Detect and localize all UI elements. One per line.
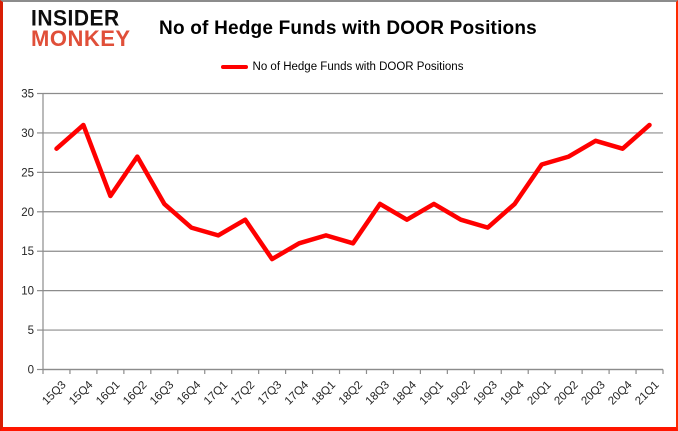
x-tick-label: 19Q4 <box>498 379 527 408</box>
legend-label: No of Hedge Funds with DOOR Positions <box>252 61 464 73</box>
logo-line-insider: INSIDER <box>31 6 120 31</box>
y-tick-label: 15 <box>21 246 34 258</box>
x-tick-label: 16Q1 <box>94 379 122 407</box>
legend: No of Hedge Funds with DOOR Positions <box>3 61 676 73</box>
x-tick-label: 18Q3 <box>364 379 392 407</box>
y-tick-label: 10 <box>21 286 34 298</box>
x-tick-label: 19Q1 <box>418 379 446 407</box>
y-tick-label: 20 <box>21 207 34 219</box>
x-tick-label: 20Q4 <box>606 379 635 408</box>
series-line <box>54 122 652 262</box>
x-tick-label: 21Q1 <box>633 379 661 407</box>
x-tick-label: 17Q3 <box>256 379 284 407</box>
logo-line-monkey: MONKEY <box>31 25 131 51</box>
x-tick-label: 20Q3 <box>579 379 607 407</box>
x-tick-label: 17Q1 <box>202 379 230 407</box>
line-chart-plot: 0510152025303515Q315Q416Q116Q216Q316Q417… <box>21 89 664 408</box>
insider-monkey-logo: INSIDER MONKEY <box>31 6 131 51</box>
x-tick-label: 19Q2 <box>445 379 473 407</box>
y-tick-label: 35 <box>21 89 34 101</box>
y-tick-label: 0 <box>28 365 34 377</box>
x-tick-label: 15Q3 <box>40 379 68 407</box>
y-tick-label: 5 <box>28 325 34 337</box>
x-tick-label: 18Q2 <box>337 379 365 407</box>
x-tick-label: 20Q1 <box>525 379 553 407</box>
x-tick-label: 19Q3 <box>472 379 500 407</box>
x-tick-label: 17Q2 <box>229 379 257 407</box>
chart-title: No of Hedge Funds with DOOR Positions <box>159 18 537 39</box>
x-tick-label: 15Q4 <box>67 379 96 408</box>
x-tick-label: 18Q1 <box>310 379 338 407</box>
x-tick-label: 18Q4 <box>391 379 420 408</box>
x-tick-label: 16Q3 <box>148 379 176 407</box>
y-tick-label: 30 <box>21 128 34 140</box>
legend-line-swatch-icon <box>220 64 248 70</box>
x-tick-label: 16Q4 <box>175 379 204 408</box>
x-tick-label: 16Q2 <box>121 379 149 407</box>
x-tick-label: 17Q4 <box>283 379 312 408</box>
y-tick-label: 25 <box>21 167 34 179</box>
x-tick-label: 20Q2 <box>552 379 580 407</box>
